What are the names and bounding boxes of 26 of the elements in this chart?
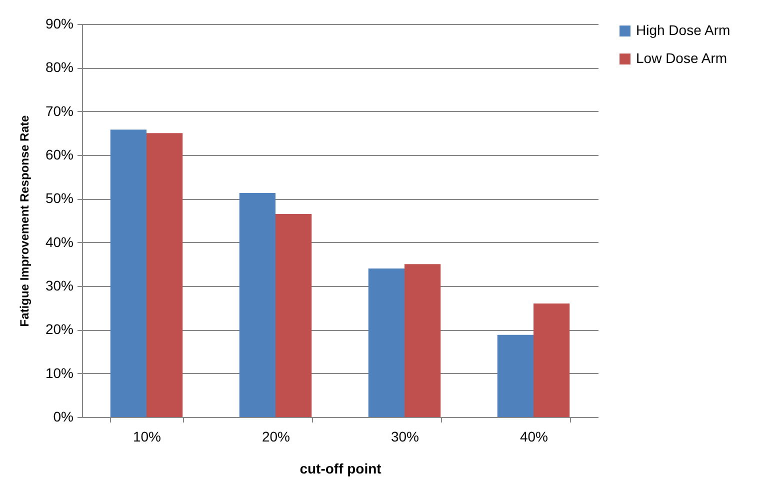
x-tick-label: 30% — [390, 428, 420, 444]
x-tick-label: 40% — [520, 428, 548, 444]
legend-label: Low Dose Arm — [636, 50, 728, 66]
y-tick-label: 40% — [45, 234, 74, 250]
bar — [146, 133, 183, 417]
bar — [534, 303, 570, 417]
y-tick-label: 0% — [53, 408, 74, 424]
x-axis-title: cut-off point — [300, 460, 382, 476]
y-tick-label: 70% — [45, 102, 74, 119]
x-tick-label: 10% — [132, 428, 162, 444]
bar — [110, 130, 146, 417]
bar — [497, 334, 534, 417]
y-tick-label: 60% — [45, 146, 74, 162]
legend-label: High Dose Arm — [636, 22, 730, 38]
bar — [276, 214, 312, 417]
x-tick-label: 20% — [262, 428, 290, 444]
y-tick-label: 30% — [45, 278, 74, 294]
y-tick-label: 90% — [45, 16, 74, 32]
y-tick-label: 80% — [45, 59, 74, 76]
y-tick-label: 20% — [45, 321, 74, 338]
bar — [239, 192, 276, 417]
y-axis-title: Fatigue Improvement Response Rate — [17, 114, 32, 327]
y-tick-label: 50% — [45, 190, 74, 206]
bar — [368, 268, 404, 417]
y-tick-label: 10% — [45, 364, 74, 381]
bar — [404, 264, 441, 417]
